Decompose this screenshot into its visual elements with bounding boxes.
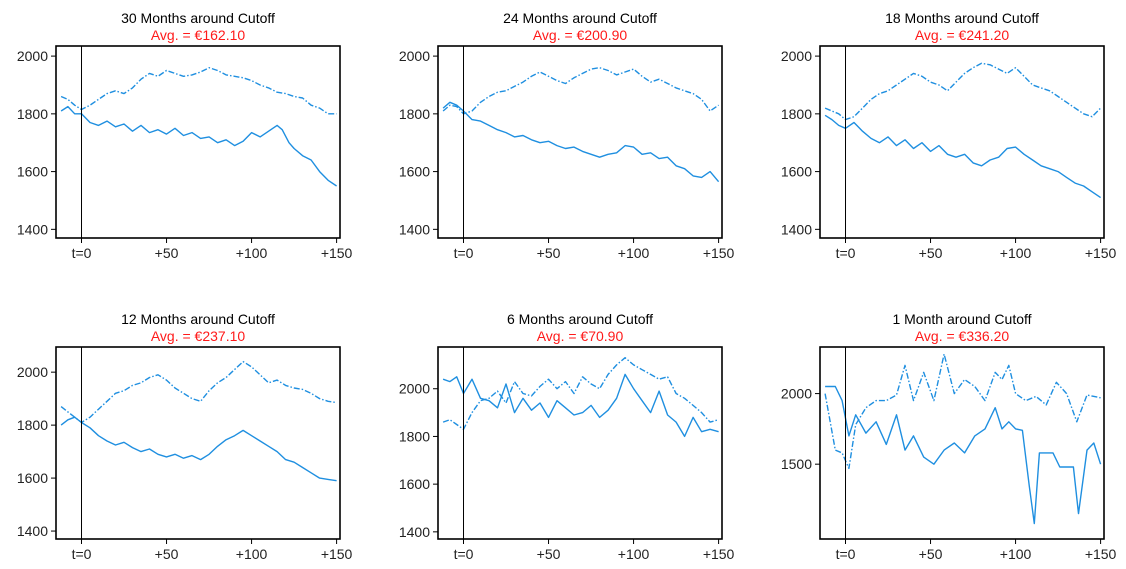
x-tick-label: t=0 <box>454 245 474 261</box>
series-dashdot-line <box>442 357 719 430</box>
y-tick-label: 1800 <box>17 106 48 122</box>
plot-frame <box>437 45 723 239</box>
x-tick-label: +150 <box>321 546 353 562</box>
x-tick-label: +100 <box>236 245 268 261</box>
panel-subtitle: Avg. = €241.20 <box>915 27 1010 43</box>
panel-subtitle: Avg. = €162.10 <box>151 27 246 43</box>
x-tick-label: t=0 <box>454 546 474 562</box>
y-tick-label: 2000 <box>17 364 48 380</box>
y-tick-label: 1600 <box>17 470 48 486</box>
series-solid-line <box>442 101 720 183</box>
y-tick-label: 1800 <box>399 428 430 444</box>
series-dashdot-line <box>824 62 1102 121</box>
x-tick-label: t=0 <box>836 546 856 562</box>
series-solid-line <box>60 416 337 482</box>
y-tick-label: 2000 <box>781 386 812 402</box>
y-tick-label: 2000 <box>17 48 48 64</box>
y-tick-label: 1400 <box>17 523 48 539</box>
x-tick-label: +50 <box>155 245 179 261</box>
x-tick-label: t=0 <box>836 245 856 261</box>
y-tick-label: 2000 <box>399 48 430 64</box>
plot-frame <box>437 346 723 540</box>
y-tick-label: 1500 <box>781 456 812 472</box>
y-tick-label: 1400 <box>399 524 430 540</box>
panel-title: 6 Months around Cutoff <box>507 311 653 327</box>
x-tick-label: +100 <box>618 245 650 261</box>
series-solid-line <box>825 385 1102 525</box>
panel-title: 24 Months around Cutoff <box>503 10 657 26</box>
y-tick-label: 1600 <box>399 476 430 492</box>
plot-frame <box>55 346 341 540</box>
x-tick-label: +100 <box>618 546 650 562</box>
y-tick-label: 1400 <box>781 221 812 237</box>
y-tick-label: 1400 <box>399 221 430 237</box>
plot-frame <box>55 45 341 239</box>
y-tick-label: 1800 <box>781 106 812 122</box>
panel-title: 18 Months around Cutoff <box>885 10 1039 26</box>
series-dashdot-line <box>442 66 719 115</box>
x-tick-label: +150 <box>1085 245 1117 261</box>
x-tick-label: +50 <box>537 245 561 261</box>
x-tick-label: +50 <box>919 245 943 261</box>
plot-frame <box>819 45 1105 239</box>
y-tick-label: 1800 <box>399 106 430 122</box>
y-tick-label: 1600 <box>781 164 812 180</box>
y-tick-label: 2000 <box>399 381 430 397</box>
x-tick-label: +50 <box>537 546 561 562</box>
y-tick-label: 1600 <box>17 164 48 180</box>
series-solid-line <box>442 373 719 438</box>
series-solid-line <box>824 114 1101 199</box>
series-dashdot-line <box>60 360 337 424</box>
plot-frame <box>819 346 1105 540</box>
x-tick-label: t=0 <box>72 546 92 562</box>
series-solid-line <box>60 105 337 187</box>
x-tick-label: +150 <box>321 245 353 261</box>
panel-title: 1 Month around Cutoff <box>892 311 1031 327</box>
x-tick-label: +50 <box>919 546 943 562</box>
y-tick-label: 2000 <box>781 48 812 64</box>
x-tick-label: +100 <box>1000 245 1032 261</box>
series-dashdot-line <box>60 66 337 115</box>
x-tick-label: +100 <box>1000 546 1032 562</box>
panel-title: 12 Months around Cutoff <box>121 311 275 327</box>
panel-title: 30 Months around Cutoff <box>121 10 275 26</box>
panel-subtitle: Avg. = €237.10 <box>151 328 246 344</box>
x-tick-label: +150 <box>703 245 735 261</box>
panel-subtitle: Avg. = €200.90 <box>533 27 628 43</box>
x-tick-label: +150 <box>703 546 735 562</box>
x-tick-label: +150 <box>1085 546 1117 562</box>
x-tick-label: t=0 <box>72 245 92 261</box>
y-tick-label: 1800 <box>17 417 48 433</box>
series-dashdot-line <box>824 353 1101 470</box>
y-tick-label: 1600 <box>399 164 430 180</box>
x-tick-label: +50 <box>155 546 179 562</box>
y-tick-label: 1400 <box>17 221 48 237</box>
panel-subtitle: Avg. = €336.20 <box>915 328 1010 344</box>
x-tick-label: +100 <box>236 546 268 562</box>
panel-subtitle: Avg. = €70.90 <box>537 328 624 344</box>
